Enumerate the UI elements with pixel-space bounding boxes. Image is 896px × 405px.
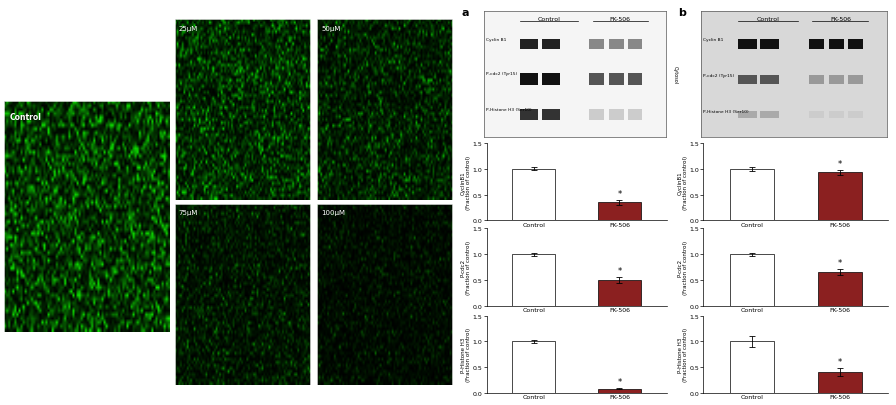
- Bar: [590, 40, 604, 50]
- Text: *: *: [617, 189, 622, 198]
- Y-axis label: P-Histone H3
(Fraction of control): P-Histone H3 (Fraction of control): [677, 327, 688, 382]
- Bar: [848, 111, 863, 119]
- Bar: [729, 254, 773, 306]
- Bar: [729, 169, 773, 221]
- Text: P-cdc2 (Tyr15): P-cdc2 (Tyr15): [486, 72, 517, 76]
- Text: *: *: [838, 160, 841, 168]
- Text: Cyclin B1: Cyclin B1: [702, 38, 723, 42]
- Text: *: *: [838, 258, 841, 267]
- Bar: [627, 74, 642, 85]
- Bar: [542, 74, 560, 85]
- Bar: [627, 40, 642, 50]
- Text: P-Histone H3 (Ser10): P-Histone H3 (Ser10): [702, 109, 748, 113]
- Bar: [761, 111, 779, 119]
- Bar: [738, 111, 756, 119]
- Bar: [590, 110, 604, 120]
- Bar: [609, 110, 624, 120]
- Bar: [513, 341, 556, 393]
- Bar: [738, 76, 756, 84]
- Bar: [848, 76, 863, 84]
- Bar: [809, 40, 823, 50]
- Bar: [818, 173, 862, 221]
- Text: Cyclin B1: Cyclin B1: [486, 38, 506, 42]
- Bar: [598, 280, 641, 306]
- Bar: [521, 74, 538, 85]
- Text: *: *: [617, 377, 622, 386]
- Y-axis label: CyclinB1
(Fraction of control): CyclinB1 (Fraction of control): [461, 155, 471, 209]
- Bar: [830, 76, 844, 84]
- Text: FK-506: FK-506: [830, 17, 851, 22]
- Bar: [542, 40, 560, 50]
- Text: 25μM: 25μM: [179, 26, 198, 32]
- Text: 100μM: 100μM: [322, 209, 345, 215]
- Bar: [761, 40, 779, 50]
- Text: *: *: [617, 266, 622, 275]
- Y-axis label: CyclinB1
(Fraction of control): CyclinB1 (Fraction of control): [677, 155, 688, 209]
- Text: Nuclear: Nuclear: [894, 66, 896, 84]
- Bar: [818, 372, 862, 393]
- Text: a: a: [461, 8, 469, 18]
- Bar: [818, 273, 862, 306]
- Text: *: *: [838, 357, 841, 366]
- Text: Control: Control: [10, 113, 41, 122]
- Bar: [513, 254, 556, 306]
- Y-axis label: P-cdc2
(Fraction of control): P-cdc2 (Fraction of control): [677, 240, 688, 294]
- Bar: [521, 40, 538, 50]
- Bar: [848, 40, 863, 50]
- Bar: [830, 111, 844, 119]
- Bar: [809, 111, 823, 119]
- Bar: [542, 110, 560, 120]
- Text: P-cdc2 (Tyr15): P-cdc2 (Tyr15): [702, 74, 734, 77]
- Bar: [809, 76, 823, 84]
- Y-axis label: P-Histone H3
(Fraction of control): P-Histone H3 (Fraction of control): [461, 327, 471, 382]
- Text: 75μM: 75μM: [179, 209, 198, 215]
- Text: b: b: [678, 8, 686, 18]
- Text: P-Histone H3 (Ser10): P-Histone H3 (Ser10): [486, 108, 531, 112]
- Bar: [513, 169, 556, 221]
- Bar: [609, 74, 624, 85]
- Bar: [729, 341, 773, 393]
- Bar: [609, 40, 624, 50]
- Text: Cytosol: Cytosol: [673, 66, 678, 84]
- Bar: [598, 389, 641, 393]
- Bar: [738, 40, 756, 50]
- Text: Control: Control: [538, 17, 561, 22]
- Text: 50μM: 50μM: [322, 26, 340, 32]
- Bar: [627, 110, 642, 120]
- Y-axis label: P-cdc2
(Fraction of control): P-cdc2 (Fraction of control): [461, 240, 471, 294]
- Text: Control: Control: [756, 17, 780, 22]
- Bar: [598, 203, 641, 221]
- Text: FK-506: FK-506: [610, 17, 631, 22]
- Bar: [761, 76, 779, 84]
- Bar: [521, 110, 538, 120]
- Bar: [830, 40, 844, 50]
- Bar: [590, 74, 604, 85]
